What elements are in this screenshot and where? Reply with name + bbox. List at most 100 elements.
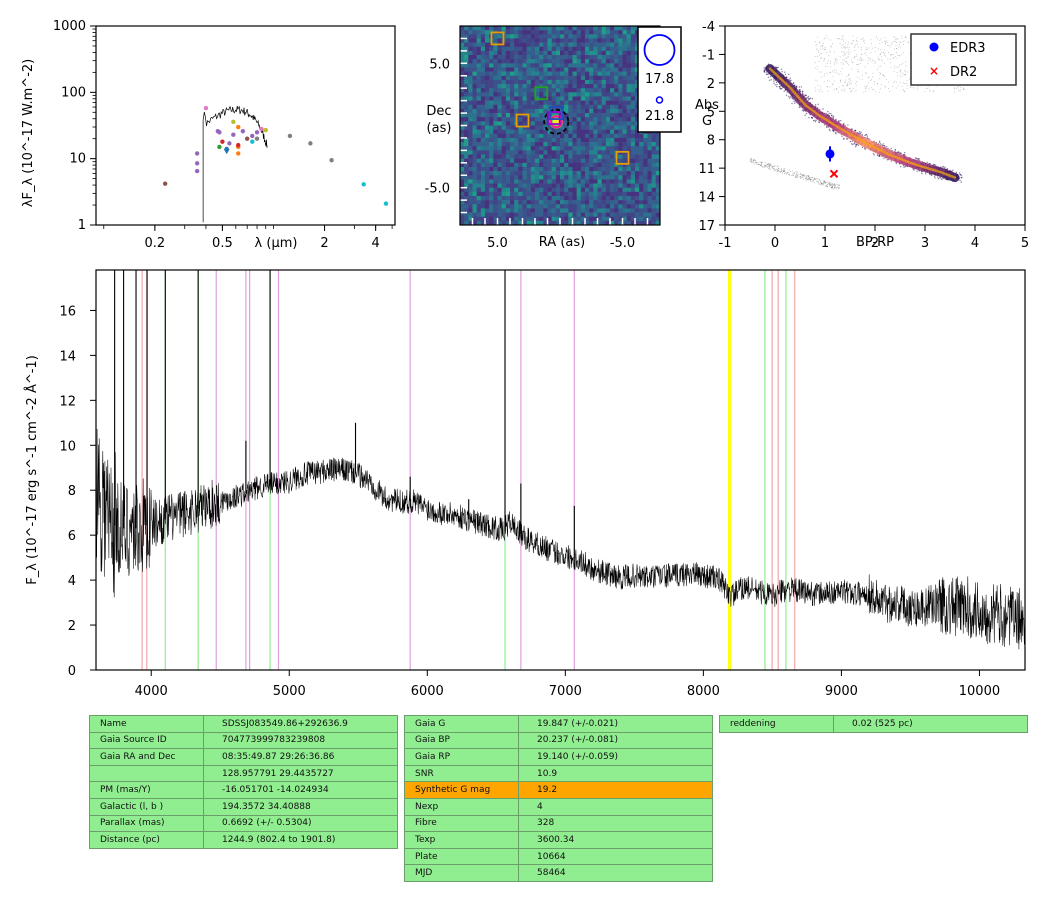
sed-frame [95, 25, 396, 226]
table-row: Nexp 4 [404, 797, 713, 816]
table-key: reddening [719, 715, 834, 733]
spectrum-ytick-label: 12 [59, 394, 76, 409]
table-row: Parallax (mas) 0.6692 (+/- 0.5304) [89, 814, 398, 833]
sed-point-29 [383, 201, 389, 206]
sed-point-21 [254, 130, 260, 135]
table-value: 10664 [518, 847, 713, 866]
sed-point-26 [308, 141, 313, 146]
hr-xtick-label: 3 [921, 236, 929, 251]
sed-ylabel: λF_λ (10^-17 W.m^-2) [21, 59, 36, 207]
sed-xtick-label: 0.2 [145, 236, 166, 251]
table-key: SNR [404, 764, 519, 783]
sed-point-19 [250, 139, 255, 144]
legend-label-1: 17.8 [645, 72, 674, 87]
legend-circle-large [643, 34, 676, 66]
hr-ylabel-bottom: G [702, 114, 712, 129]
spectrum-ytick-label: 8 [68, 484, 76, 499]
image-marker-square-2 [615, 150, 630, 165]
hr-xtick-label: -1 [719, 236, 732, 251]
table-key: Gaia BP [404, 731, 519, 750]
table-value: 3600.34 [518, 831, 713, 849]
sed-point-6 [217, 130, 222, 135]
sed-point-12 [231, 119, 236, 124]
table-key: Synthetic G mag [404, 781, 519, 799]
legend-edr3-label: EDR3 [950, 41, 986, 56]
spectrum-xtick-label: 9000 [825, 684, 858, 699]
spectrum-xtick-label: 6000 [411, 684, 444, 699]
hr-xtick-label: 4 [971, 236, 979, 251]
legend-label-2: 21.8 [645, 109, 674, 124]
table-key: Nexp [404, 797, 519, 816]
spectrum-ytick-label: 6 [68, 529, 76, 544]
sed-point-1 [194, 151, 200, 156]
table-value: 10.9 [518, 764, 713, 783]
table-key [89, 764, 204, 783]
table-key: Name [89, 715, 204, 733]
spectrum-ytick-label: 10 [59, 439, 76, 454]
hr-dr2-point [829, 169, 839, 179]
hr-xtick-label: 5 [1021, 236, 1029, 251]
table-value: 194.3572 34.40888 [203, 797, 398, 816]
image-xtick-label: -5.0 [610, 236, 635, 251]
image-target-circle [549, 115, 563, 129]
sed-point-7 [217, 144, 222, 150]
table-value: SDSSJ083549.86+292636.9 [203, 715, 398, 733]
table-key: Gaia G [404, 715, 519, 733]
table-row: Gaia RA and Dec 08:35:49.87 29:26:36.86 [89, 748, 398, 766]
spectrum-frame [95, 269, 1026, 671]
sed-point-10 [227, 141, 232, 146]
hr-ytick-label: 14 [698, 191, 715, 206]
spectrum-ytick-label: 14 [59, 349, 76, 364]
info-table-identity: Name SDSSJ083549.86+292636.9 Gaia Source I… [89, 715, 398, 849]
table-row: SNR 10.9 [404, 764, 713, 783]
sed-point-3 [194, 168, 200, 174]
sed-point-20 [250, 133, 255, 139]
image-ytick-label: 5.0 [429, 57, 450, 72]
sed-point-0 [162, 181, 168, 186]
hr-ytick-label: -4 [702, 20, 715, 35]
sed-point-18 [244, 136, 250, 141]
sed-ytick-label: 1000 [53, 19, 86, 34]
sed-xtick-label: 0.5 [212, 236, 233, 251]
table-key: Texp [404, 831, 519, 849]
spectrum-ytick-label: 2 [68, 619, 76, 634]
sed-point-2 [194, 161, 200, 166]
table-value: -16.051701 -14.024934 [203, 781, 398, 799]
sed-xlabel: λ (μm) [255, 236, 298, 251]
image-panel: 5.0 -5.0 5.0 -5.0 Dec (as) RA (as) 17.8 21.… [425, 25, 682, 251]
sed-point-13 [236, 124, 241, 130]
hr-xtick-label: 1 [821, 236, 829, 251]
table-key: Gaia Source ID [89, 731, 204, 750]
sed-upper-limit-marker [223, 149, 230, 155]
table-row: Fibre 328 [404, 814, 713, 833]
hr-ytick-label: 2 [707, 77, 715, 92]
hr-ytick-label: -1 [702, 48, 715, 63]
image-marker-square-0 [490, 31, 505, 46]
hr-ylabel-top: Abs [695, 98, 719, 113]
sed-ytick-label: 10 [69, 152, 86, 167]
table-row: Distance (pc) 1244.9 (802.4 to 1901.8) [89, 831, 398, 849]
spectrum-xtick-label: 4000 [135, 684, 168, 699]
table-value: 4 [518, 797, 713, 816]
table-value: 19.847 (+/-0.021) [518, 715, 713, 733]
table-key: Plate [404, 847, 519, 866]
table-row: Galactic (l, b ) 194.3572 34.40888 [89, 797, 398, 816]
table-row: Name SDSSJ083549.86+292636.9 [89, 715, 398, 733]
hr-edr3-point [825, 149, 835, 159]
image-ylabel-bottom: (as) [427, 121, 452, 136]
sed-point-4 [203, 105, 209, 111]
info-table-reddening: reddening 0.02 (525 pc) [719, 715, 1028, 733]
table-value: 19.2 [518, 781, 713, 799]
sed-point-16 [236, 142, 241, 148]
image-marker-square-4 [546, 111, 561, 125]
image-aperture-circle [543, 108, 570, 135]
sed-point-24 [254, 136, 260, 141]
table-row: MJD 58464 [404, 864, 713, 882]
image-marker-square-1 [515, 113, 530, 128]
table-row: reddening 0.02 (525 pc) [719, 715, 1028, 733]
legend-edr3-marker [929, 42, 939, 52]
sed-point-22 [259, 126, 264, 132]
sed-xtick-label: 4 [372, 236, 380, 251]
sed-point-25 [287, 133, 293, 139]
hr-ytick-label: 17 [698, 219, 715, 234]
